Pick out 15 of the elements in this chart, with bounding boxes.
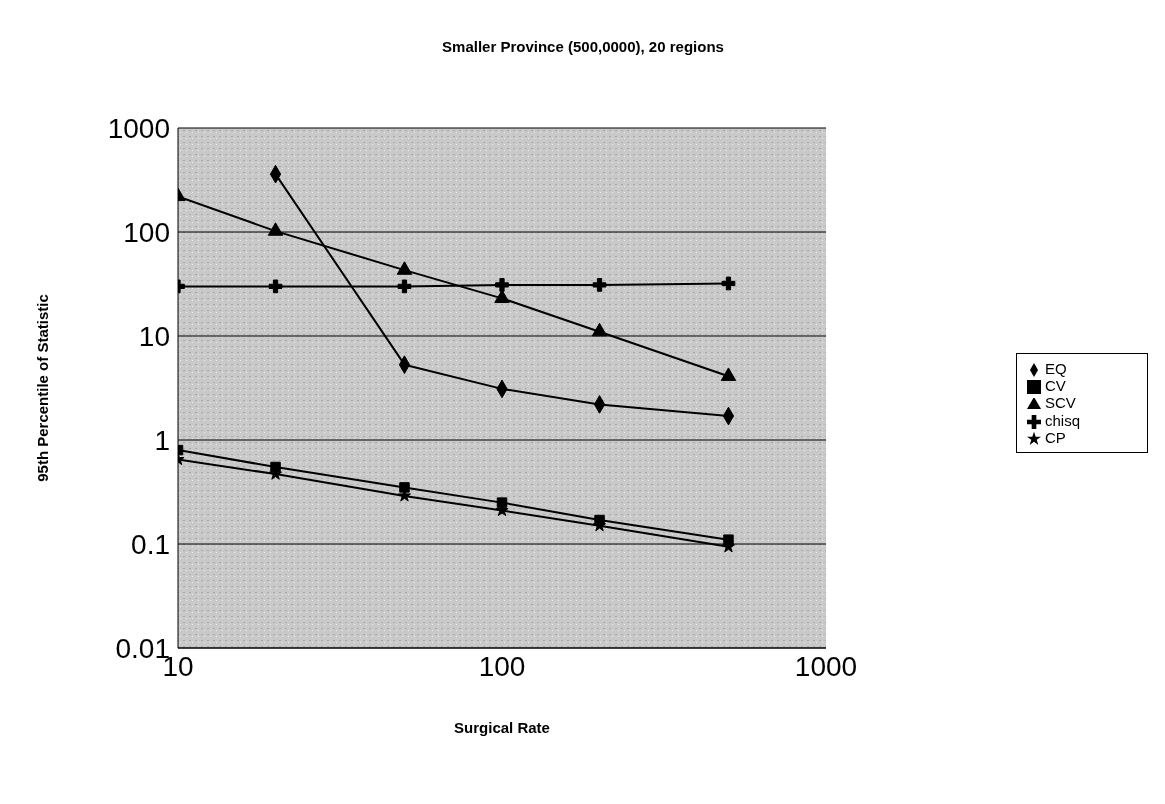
y-tick-label: 100 bbox=[123, 216, 170, 248]
legend-label: CP bbox=[1045, 428, 1066, 446]
legend-label: chisq bbox=[1045, 411, 1081, 429]
chart-title: Smaller Province (500,0000), 20 regions bbox=[441, 38, 725, 55]
y-tick-label: 10 bbox=[138, 320, 170, 352]
legend-label: EQ bbox=[1045, 360, 1067, 378]
x-tick-label: 100 bbox=[478, 650, 526, 682]
y-tick-label: 0.1 bbox=[131, 528, 170, 560]
y-axis-title: 95th Percentile of Statistic bbox=[34, 294, 52, 482]
y-tick-label: 1 bbox=[154, 424, 170, 456]
x-tick-label: 1000 bbox=[794, 650, 858, 682]
legend-label: CV bbox=[1045, 377, 1066, 395]
y-tick-label: 1000 bbox=[107, 112, 170, 144]
legend-label: SCV bbox=[1045, 394, 1076, 412]
x-axis-title: Surgical Rate bbox=[454, 719, 550, 736]
